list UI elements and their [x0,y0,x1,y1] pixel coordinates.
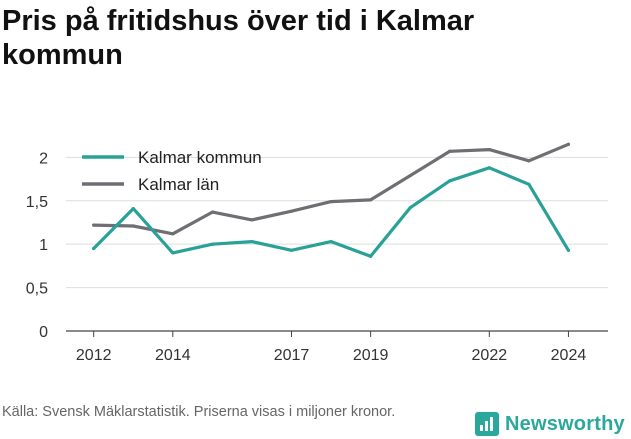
data-point [329,239,333,244]
data-point [250,218,254,222]
x-axis: 2012 2014 2017 2019 2022 2024 [76,331,586,364]
data-point [171,232,175,236]
data-point [448,149,452,153]
x-tick-label: 2019 [353,347,389,364]
data-point [210,210,214,214]
data-point [210,242,214,246]
data-point [487,166,491,170]
x-tick-label: 2012 [76,347,112,364]
legend-label: Kalmar kommun [138,148,262,167]
data-point [131,224,135,228]
chart-title: Pris på fritidshus över tid i Kalmar kom… [2,5,475,71]
x-tick-label: 2024 [551,347,587,364]
data-point [289,209,294,213]
y-tick-label: 0,5 [26,281,48,298]
newsworthy-logo-text: Newsworthy [505,412,625,435]
data-point [171,251,175,255]
y-tick-label: 1 [39,237,48,254]
source-note: Källa: Svensk Mäklarstatistik. Priserna … [2,404,396,420]
legend: Kalmar kommun Kalmar län [82,148,262,194]
data-point [250,239,254,244]
newsworthy-logo: Newsworthy [475,409,625,439]
data-point [527,159,531,163]
x-tick-label: 2014 [155,347,191,364]
newsworthy-logo-icon [475,412,499,436]
data-point [369,254,373,258]
y-tick-label: 0 [39,324,48,341]
legend-label: Kalmar län [138,175,219,194]
data-point [131,206,135,211]
x-tick-label: 2017 [274,347,310,364]
data-point [329,200,333,204]
data-point [527,182,531,186]
x-tick-label: 2022 [472,347,508,364]
y-tick-label: 2 [39,150,48,167]
data-point [566,248,571,252]
data-point [448,179,452,183]
data-point [369,198,373,202]
series-lines [92,142,571,258]
data-point [289,248,294,252]
data-point [408,206,412,210]
data-point [487,147,491,152]
data-point [566,142,571,146]
y-tick-label: 1,5 [26,194,48,211]
data-point [92,223,96,227]
data-point [92,246,96,251]
y-axis: 0 0,5 1 1,5 2 [26,150,48,341]
data-point [408,173,412,178]
line-chart: 0 0,5 1 1,5 2 2012 2014 2017 2019 2022 2024 Kalma… [26,142,608,364]
